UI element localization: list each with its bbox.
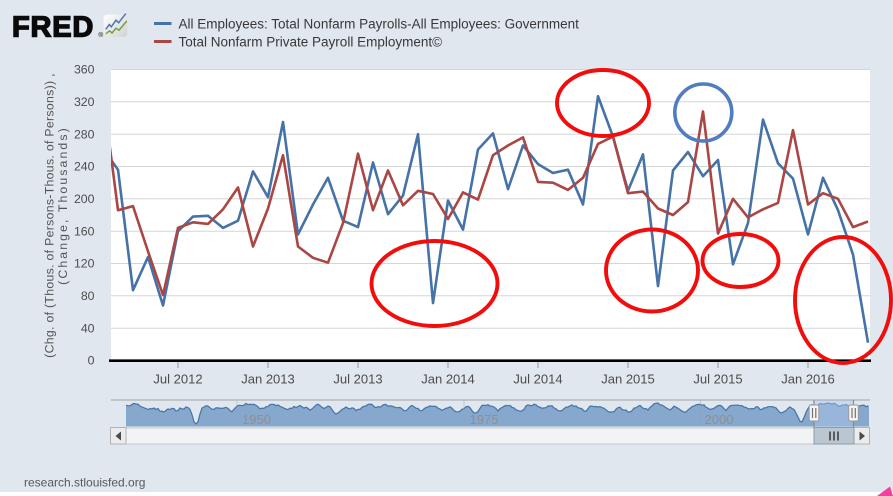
svg-text:240: 240 (74, 160, 95, 174)
svg-text:Jan 2013: Jan 2013 (241, 372, 295, 387)
svg-text:Jan 2015: Jan 2015 (601, 372, 655, 387)
svg-text:40: 40 (81, 321, 95, 335)
svg-text:360: 360 (74, 63, 95, 77)
svg-text:120: 120 (74, 257, 95, 271)
svg-text:2000: 2000 (705, 412, 734, 427)
svg-text:(Change, Thousands): (Change, Thousands) (56, 126, 70, 285)
svg-text:research.stlouisfed.org: research.stlouisfed.org (24, 476, 145, 490)
svg-text:1950: 1950 (242, 412, 271, 427)
svg-text:320: 320 (74, 95, 95, 109)
svg-text:1975: 1975 (470, 412, 499, 427)
svg-text:Jan 2016: Jan 2016 (781, 372, 835, 387)
svg-text:Jul 2015: Jul 2015 (693, 372, 742, 387)
svg-text:Jul 2013: Jul 2013 (333, 372, 382, 387)
svg-text:Jul 2014: Jul 2014 (513, 372, 562, 387)
svg-text:(Chg. of (Thous. of Persons-Th: (Chg. of (Thous. of Persons-Thous. of Pe… (43, 73, 57, 358)
svg-text:160: 160 (74, 224, 95, 238)
svg-text:Jul 2012: Jul 2012 (153, 372, 202, 387)
svg-text:®: ® (98, 31, 103, 39)
svg-text:80: 80 (81, 289, 95, 303)
svg-text:280: 280 (74, 127, 95, 141)
svg-text:FRED: FRED (12, 12, 94, 44)
svg-text:Total Nonfarm Private Payroll: Total Nonfarm Private Payroll Employment… (179, 35, 443, 50)
svg-text:Jan 2014: Jan 2014 (421, 372, 475, 387)
svg-text:0: 0 (88, 354, 95, 368)
svg-text:All Employees: Total Nonfarm P: All Employees: Total Nonfarm Payrolls-Al… (179, 17, 580, 32)
svg-text:200: 200 (74, 192, 95, 206)
